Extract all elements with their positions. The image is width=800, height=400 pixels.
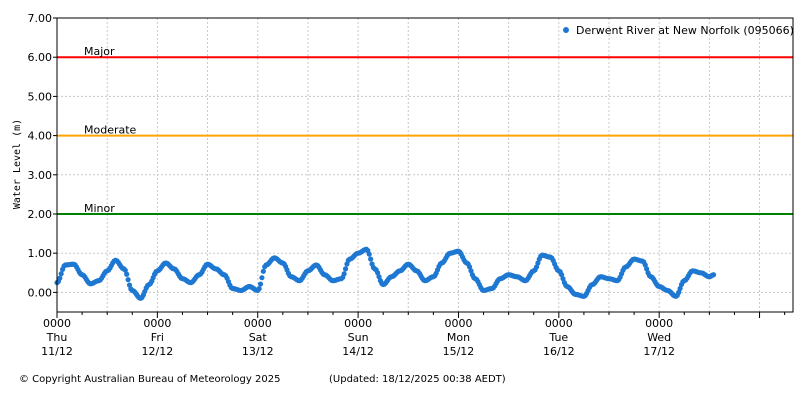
data-series [54, 246, 717, 301]
y-tick-label: 6.00 [28, 51, 53, 64]
x-tick-label-date: 17/12 [643, 345, 675, 358]
data-point [375, 270, 381, 276]
y-tick-label: 0.00 [28, 286, 53, 299]
data-point [342, 266, 349, 272]
x-tick-label-time: 0000 [645, 317, 673, 330]
x-tick-label-time: 0000 [545, 317, 573, 330]
data-point [259, 275, 265, 281]
y-tick-label: 1.00 [28, 247, 53, 260]
data-point [376, 274, 382, 280]
x-tick-label-date: 11/12 [41, 345, 73, 358]
x-tick-label-day: Sat [249, 331, 268, 344]
x-tick-label-time: 0000 [244, 317, 272, 330]
axes: 0.001.002.003.004.005.006.007.000000Thu1… [28, 12, 794, 358]
x-tick-label-time: 0000 [43, 317, 71, 330]
y-tick-label: 4.00 [28, 130, 53, 143]
x-tick-label-day: Sun [348, 331, 369, 344]
grid-lines [56, 17, 793, 312]
y-axis-label: Water Level (m) [12, 119, 23, 209]
data-point [533, 264, 540, 270]
y-tick-label: 2.00 [28, 208, 53, 221]
data-point [341, 271, 347, 277]
data-point [677, 285, 683, 292]
data-point [260, 268, 266, 274]
data-point [642, 262, 648, 268]
data-point [468, 268, 474, 274]
legend-marker [563, 27, 569, 33]
data-point [368, 256, 374, 262]
x-tick-label-day: Thu [46, 331, 68, 344]
y-tick-label: 5.00 [28, 90, 53, 103]
threshold-lines: Major Moderate Minor [57, 45, 793, 215]
plot-border [56, 17, 794, 313]
x-tick-label-date: 12/12 [142, 345, 174, 358]
x-tick-label-date: 14/12 [342, 345, 374, 358]
data-point [560, 276, 566, 282]
data-point [57, 275, 63, 281]
threshold-label: Minor [84, 202, 115, 215]
x-tick-label-day: Fri [151, 331, 164, 344]
data-point [125, 277, 131, 283]
copyright-text: © Copyright Australian Bureau of Meteoro… [19, 374, 281, 385]
x-tick-label-time: 0000 [143, 317, 171, 330]
x-tick-label-date: 15/12 [443, 345, 475, 358]
y-tick-label: 3.00 [28, 169, 53, 182]
data-point [257, 281, 264, 287]
legend-label: Derwent River at New Norfolk (095066) [576, 24, 794, 37]
threshold-label: Major [84, 45, 115, 58]
x-tick-label-day: Tue [548, 331, 568, 344]
data-point [124, 271, 130, 277]
data-point [710, 272, 717, 278]
data-point [256, 286, 262, 292]
x-tick-label-day: Wed [647, 331, 671, 344]
y-tick-label: 7.00 [28, 12, 53, 25]
x-tick-label-date: 13/12 [242, 345, 274, 358]
data-point [535, 260, 541, 266]
data-point [559, 272, 565, 278]
legend: Derwent River at New Norfolk (095066) [563, 24, 794, 37]
x-tick-label-time: 0000 [444, 317, 472, 330]
threshold-label: Moderate [84, 124, 137, 137]
x-tick-label-date: 16/12 [543, 345, 575, 358]
x-tick-label-day: Mon [447, 331, 470, 344]
data-point [467, 264, 473, 270]
data-point [58, 271, 64, 277]
x-tick-label-time: 0000 [344, 317, 372, 330]
data-point [676, 289, 682, 295]
data-point [644, 266, 650, 272]
data-point [126, 282, 133, 288]
data-point [122, 267, 128, 273]
updated-text: (Updated: 18/12/2025 00:38 AEDT) [329, 374, 506, 385]
data-point [366, 251, 372, 257]
